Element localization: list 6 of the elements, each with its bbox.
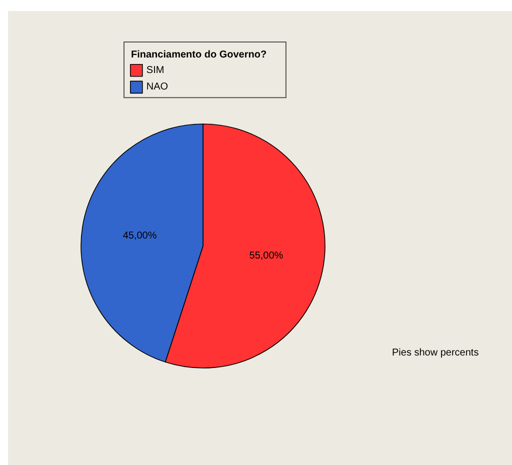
legend-label: NAO [146, 82, 168, 93]
data-label: 55,00% [249, 250, 284, 262]
legend-title: Financiamento do Governo? [131, 50, 267, 60]
text: Pies show percents [392, 348, 479, 358]
data-label: 45,00% [122, 230, 157, 242]
legend-label: SIM [146, 64, 164, 76]
